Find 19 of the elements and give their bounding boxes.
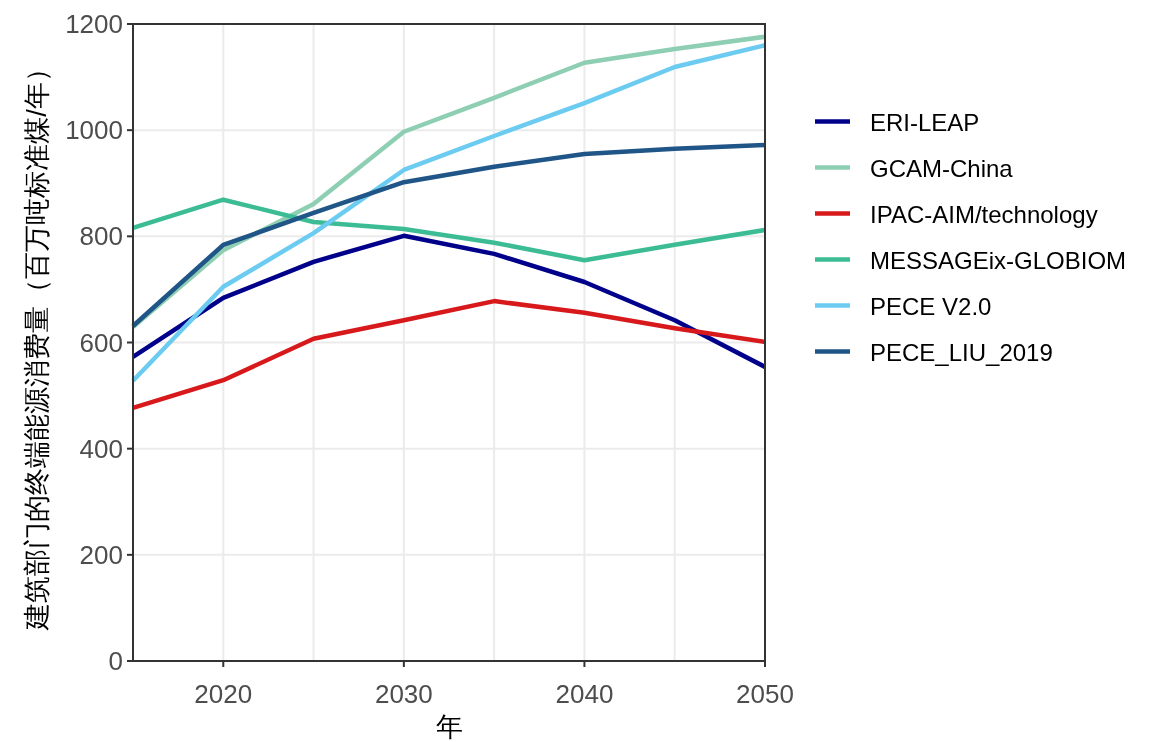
y-tick-label: 1200 xyxy=(65,9,123,39)
legend-label: IPAC-AIM/technology xyxy=(870,200,1098,228)
x-axis-title: 年 xyxy=(435,712,463,742)
y-tick-label: 600 xyxy=(79,327,123,358)
x-tick-label: 2020 xyxy=(194,679,253,709)
y-tick-label: 800 xyxy=(79,221,123,252)
legend-label: ERI-LEAP xyxy=(870,108,980,136)
x-tick-label: 2050 xyxy=(736,679,794,709)
y-tick-label: 400 xyxy=(79,433,123,464)
y-tick-label: 200 xyxy=(79,539,123,570)
legend-label: PECE_LIU_2019 xyxy=(870,338,1053,366)
x-tick-label: 2040 xyxy=(555,679,614,709)
legend-label: PECE V2.0 xyxy=(870,292,992,320)
legend-label: GCAM-China xyxy=(870,154,1014,182)
y-axis-title: 建筑部门的终端能源消费量（百万吨标准煤/年） xyxy=(22,55,52,631)
x-tick-label: 2030 xyxy=(374,679,433,709)
legend-label: MESSAGEix-GLOBIOM xyxy=(870,246,1127,274)
y-tick-label: 1000 xyxy=(65,115,123,146)
y-tick-label: 0 xyxy=(108,646,123,676)
